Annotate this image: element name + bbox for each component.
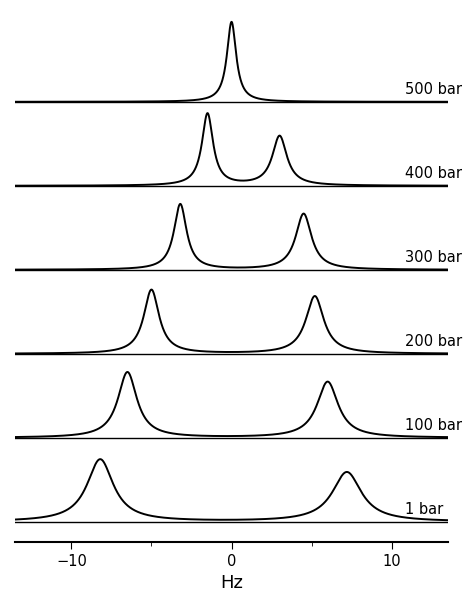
Text: 200 bar: 200 bar: [404, 334, 462, 349]
X-axis label: Hz: Hz: [220, 574, 243, 592]
Text: 500 bar: 500 bar: [404, 82, 462, 97]
Text: 1 bar: 1 bar: [404, 502, 443, 517]
Text: 300 bar: 300 bar: [404, 250, 461, 265]
Text: 100 bar: 100 bar: [404, 418, 462, 433]
Text: 400 bar: 400 bar: [404, 166, 462, 181]
